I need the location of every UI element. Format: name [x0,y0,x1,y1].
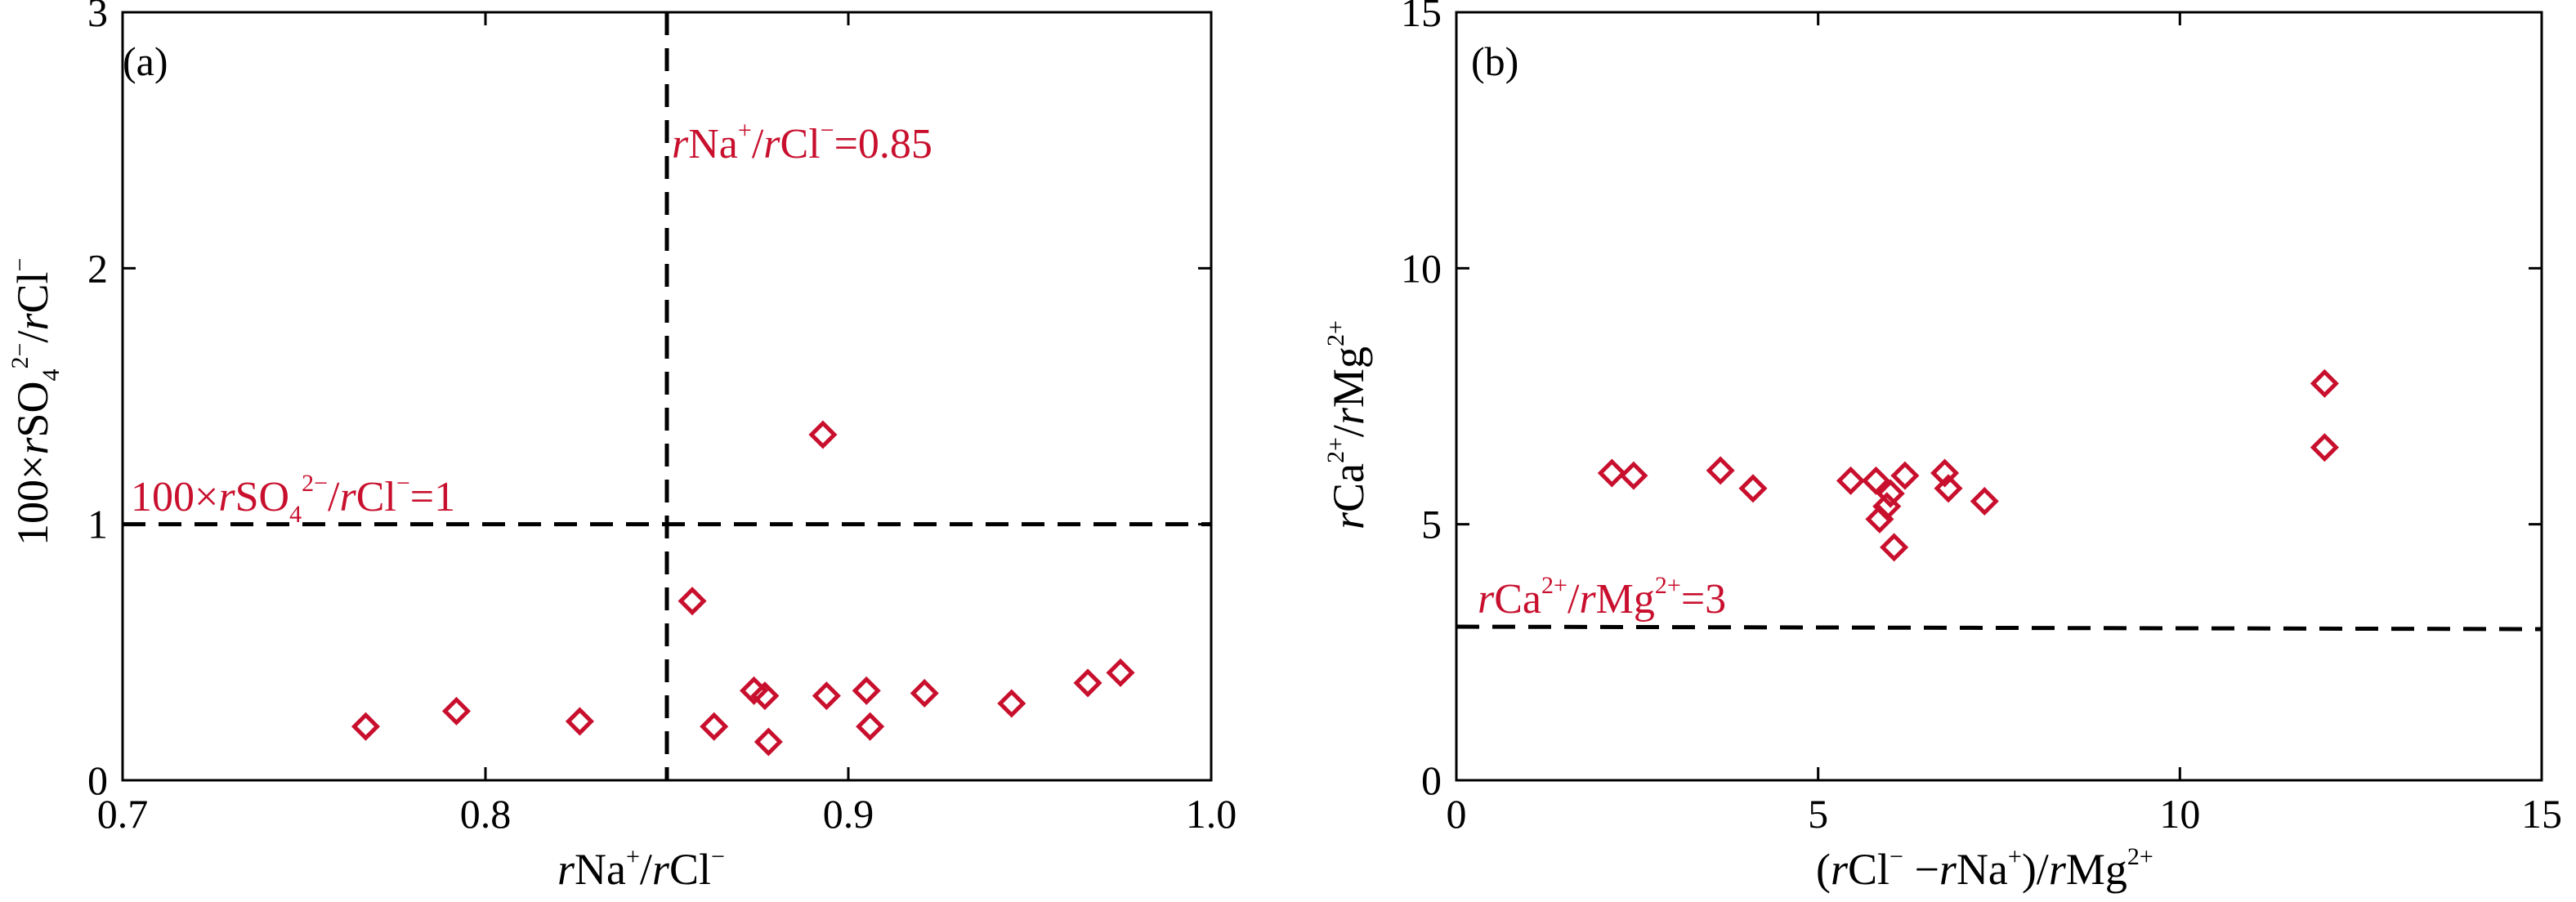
panel-a-data-point [812,681,841,711]
panel-b-x-tick-label: 10 [2159,791,2200,837]
panel-a-data-point [856,712,885,741]
panel-b-data-point [1880,533,1909,562]
panel-b-x-tick-label: 5 [1808,791,1828,837]
panel-a-xlabel: rNa+/rCl− [557,843,725,894]
panel-a-data-point [700,712,729,741]
panel-a-data-point [1073,668,1102,698]
panel-b-data-point [1934,474,1963,503]
panel-b-data-point [1890,461,1920,490]
panel-b-data-point [1930,458,1960,488]
panel-a-vline-annotation: rNa+/rCl−=0.85 [672,117,932,167]
panel-b-label: (b) [1471,38,1518,84]
panel-a-data-point [997,689,1026,718]
panel-a-y-tick-label: 0 [87,757,108,803]
panel-a-data-point [750,681,780,711]
panel-b-y-tick-label: 10 [1401,245,1442,291]
panel-a-text: (a) rNa+/rCl− 100×rSO42−/rCl− rNa+/rCl−=… [7,38,932,894]
panel-a-x-tick-label: 0.7 [97,791,149,837]
panel-a-x-tick-label: 0.9 [823,791,874,837]
panel-b-text: (b) (rCl− −rNa+)/rMg2+ rCa2+/rMg2+ rCa2+… [1322,38,2153,894]
panel-a-y-tick-label: 2 [87,245,108,291]
panel-a-data-point [678,587,707,616]
panel-a-data-point [852,676,881,705]
panel-b-data-point [1861,466,1891,495]
panel-b-data-point [2310,433,2339,462]
panel-a-data-point [1106,658,1135,687]
panel-b-frame [1455,11,2543,782]
panel-a-data-point [351,712,381,741]
panel-a-ylabel: 100×rSO42−/rCl− [7,258,65,546]
panel-b-y-tick-label: 15 [1401,0,1442,35]
panel-b-data-point [1619,461,1648,490]
panel-b-data-point [1836,466,1866,495]
panel-b-y-tick-label: 5 [1421,502,1442,547]
panel-b-data-point [2310,368,2339,398]
panel-a-hline-annotation: 100×rSO42−/rCl−=1 [131,470,455,528]
panel-b-plot: 0 5 10 15 0 5 10 15 [1401,0,2562,837]
panel-a-y-tick-label: 1 [87,502,108,547]
panel-b-data-point [1706,456,1735,485]
panel-a-data-point [441,696,472,726]
panel-a-y-tick-label: 3 [87,0,108,35]
panel-b-data-point [1876,479,1905,508]
panel-b-y-tick-label: 0 [1421,757,1442,803]
panel-a-label: (a) [123,38,168,84]
panel-a-plot: 0.7 0.8 0.9 1.0 0 1 2 3 [87,0,1237,837]
panel-b-x-tick-label: 0 [1447,791,1467,837]
panel-b-hline-annotation: rCa2+/rMg2+=3 [1478,572,1726,623]
panel-a-x-tick-label: 1.0 [1186,791,1237,837]
panel-b-data-point [1738,474,1768,503]
panel-b-data-point [1970,486,1999,516]
panel-a-x-tick-label: 0.8 [460,791,512,837]
panel-b-hline [1456,624,2542,632]
panel-b-ylabel: rCa2+/rMg2+ [1322,320,1373,529]
panel-a-data-point [808,420,838,449]
panel-a-data-point [910,678,939,708]
panel-b-data-point [1597,458,1626,488]
panel-a-data-point [565,707,594,736]
panel-b-xlabel: (rCl− −rNa+)/rMg2+ [1816,843,2153,894]
panel-b-x-tick-label: 15 [2521,791,2562,837]
panel-a-data-point [754,727,783,757]
